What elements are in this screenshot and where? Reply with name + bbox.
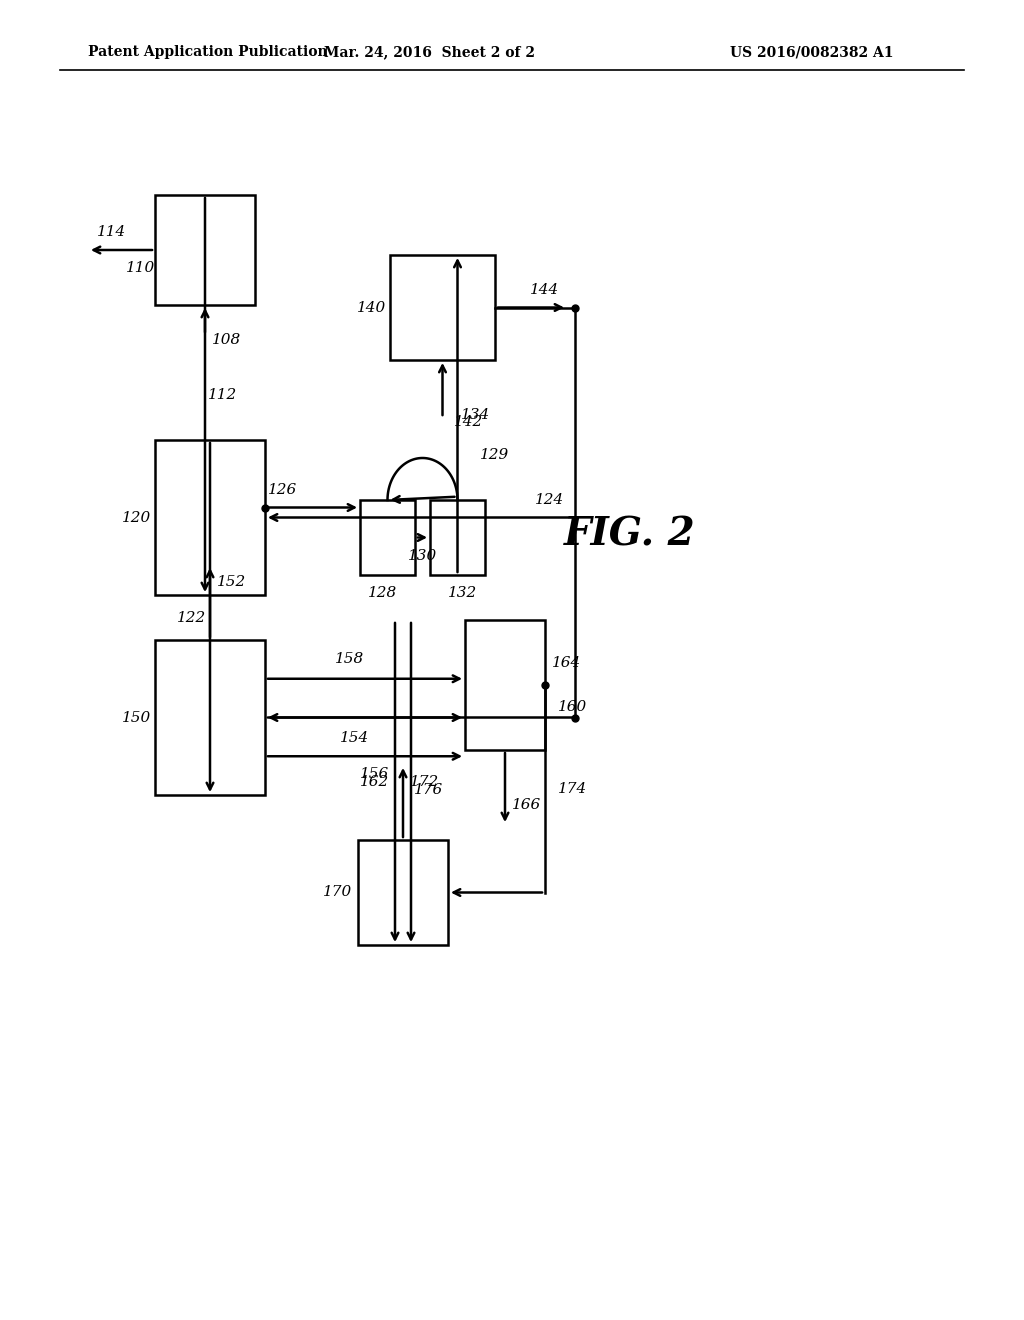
Text: 174: 174 bbox=[558, 781, 588, 796]
Text: 134: 134 bbox=[461, 408, 490, 422]
Text: 120: 120 bbox=[123, 511, 152, 524]
Text: US 2016/0082382 A1: US 2016/0082382 A1 bbox=[730, 45, 894, 59]
Text: 176: 176 bbox=[415, 784, 443, 797]
Bar bbox=[358, 840, 449, 945]
Text: 110: 110 bbox=[126, 261, 156, 275]
Bar bbox=[465, 620, 545, 750]
Text: 144: 144 bbox=[530, 282, 560, 297]
Text: 112: 112 bbox=[208, 388, 238, 403]
Text: 172: 172 bbox=[411, 775, 439, 789]
Text: 126: 126 bbox=[268, 483, 298, 496]
Text: 166: 166 bbox=[512, 799, 542, 812]
Bar bbox=[360, 500, 415, 576]
Text: 124: 124 bbox=[536, 492, 564, 507]
Bar bbox=[430, 500, 485, 576]
Text: 132: 132 bbox=[447, 586, 477, 601]
Text: FIG. 2: FIG. 2 bbox=[564, 516, 696, 554]
Text: 158: 158 bbox=[336, 652, 365, 665]
Text: 129: 129 bbox=[480, 447, 510, 462]
Text: 164: 164 bbox=[552, 656, 582, 671]
Text: 150: 150 bbox=[123, 710, 152, 725]
Text: 142: 142 bbox=[454, 414, 483, 429]
Text: 130: 130 bbox=[408, 549, 437, 562]
Text: 108: 108 bbox=[212, 333, 242, 347]
Text: Mar. 24, 2016  Sheet 2 of 2: Mar. 24, 2016 Sheet 2 of 2 bbox=[325, 45, 536, 59]
Text: 114: 114 bbox=[97, 224, 127, 239]
Text: 170: 170 bbox=[324, 886, 352, 899]
Text: 162: 162 bbox=[360, 776, 389, 789]
Text: Patent Application Publication: Patent Application Publication bbox=[88, 45, 328, 59]
Text: 154: 154 bbox=[340, 730, 370, 744]
Text: 122: 122 bbox=[177, 610, 207, 624]
Bar bbox=[155, 195, 255, 305]
Text: 128: 128 bbox=[368, 586, 397, 601]
Bar bbox=[155, 440, 265, 595]
Bar bbox=[155, 640, 265, 795]
Text: 152: 152 bbox=[217, 576, 247, 589]
Text: 156: 156 bbox=[360, 767, 389, 781]
Text: 160: 160 bbox=[558, 700, 588, 714]
Text: 140: 140 bbox=[357, 301, 387, 314]
Bar bbox=[390, 255, 495, 360]
